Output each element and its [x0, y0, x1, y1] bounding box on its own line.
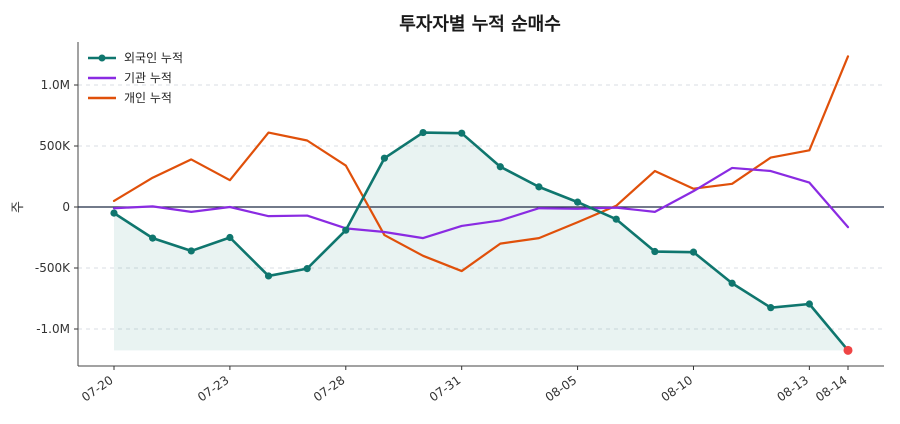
axes-layer — [74, 42, 884, 370]
data-point — [651, 247, 659, 256]
x-tick-label: 07-20 — [79, 373, 116, 404]
y-tick-label: -500K — [35, 261, 71, 275]
x-tick-label: 08-14 — [813, 373, 850, 404]
x-tick-labels: 07-20 07-23 07-28 07-31 08-05 08-10 08-13 08-14 — [79, 373, 850, 404]
y-tick-label: 500K — [39, 139, 71, 153]
y-tick-label: 0 — [62, 200, 70, 214]
legend-entry: 개인 누적 — [124, 91, 172, 105]
legend-entry: 외국인 누적 — [124, 51, 183, 65]
series-layer — [110, 55, 853, 355]
series-line-1 — [112, 166, 850, 240]
data-point — [535, 183, 543, 191]
data-point — [689, 248, 698, 256]
x-tick-label: 08-13 — [774, 373, 811, 404]
x-tick-label: 07-23 — [195, 373, 232, 404]
series-fill-area — [114, 132, 848, 351]
series-line-0 — [112, 131, 850, 352]
data-point — [496, 163, 504, 171]
data-point — [226, 233, 234, 242]
data-point — [458, 129, 466, 137]
legend-entry: 기관 누적 — [124, 71, 172, 85]
data-point — [612, 215, 620, 223]
y-tick-label: 1.0M — [41, 78, 70, 92]
legend-marker — [98, 54, 106, 62]
y-axis-label: 주 — [11, 201, 26, 213]
grid-layer — [78, 84, 884, 330]
chart-title: 투자자별 누적 순매수 — [399, 14, 561, 35]
data-point — [805, 300, 813, 308]
x-tick-label: 08-10 — [659, 373, 696, 404]
x-tick-label: 07-28 — [311, 373, 348, 404]
data-point — [303, 265, 311, 273]
data-point — [342, 226, 350, 234]
data-point — [149, 234, 157, 242]
y-tick-label: -1.0M — [36, 322, 70, 336]
data-point — [573, 198, 582, 206]
data-point — [187, 247, 195, 255]
data-point — [767, 304, 775, 312]
data-point — [380, 154, 389, 162]
series-line-2 — [112, 55, 850, 273]
data-point — [728, 279, 736, 287]
fill-layer — [114, 132, 848, 351]
x-tick-label: 08-05 — [543, 373, 580, 404]
data-point — [419, 128, 427, 137]
x-tick-label: 07-31 — [427, 373, 464, 404]
data-point — [264, 272, 273, 280]
last-point-marker — [843, 345, 853, 355]
data-point — [110, 209, 118, 217]
y-tick-labels: 1.0M 500K 0 -500K -1.0M — [35, 78, 71, 336]
